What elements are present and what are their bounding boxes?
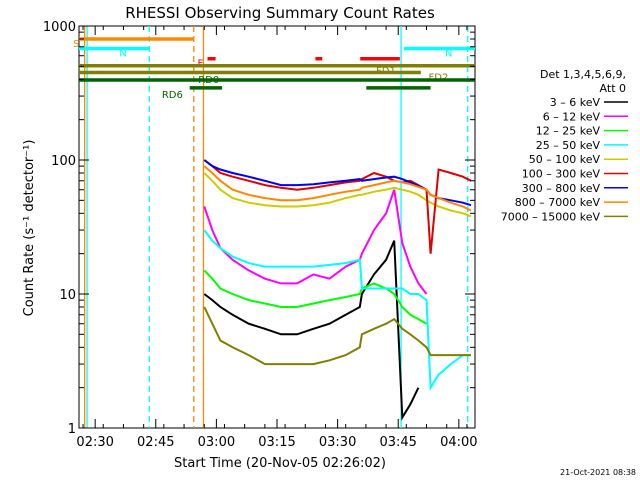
vertical-markers — [84, 26, 469, 428]
legend-label: 7000 – 15000 keV — [501, 210, 601, 223]
flag-label: RD6 — [162, 90, 183, 101]
flag-bars: SNNFFD1FD2RD0RD6 — [73, 37, 475, 101]
legend-label: 12 – 25 keV — [536, 125, 601, 138]
x-axis-ticks: 02:30 02:45 03:00 03:15 03:30 03:45 04:00 — [76, 26, 478, 450]
data-series — [203, 159, 472, 421]
date-stamp: 21-Oct-2021 08:38 — [560, 468, 636, 477]
legend-header-line-2: Att 0 — [600, 82, 626, 95]
y-tick-label: 1000 — [43, 20, 76, 35]
legend-label: 300 – 800 keV — [522, 182, 601, 195]
x-tick-label: 04:00 — [440, 435, 477, 450]
y-axis-ticks: 1 10 100 1000 — [43, 20, 475, 437]
legend-label: 800 – 7000 keV — [515, 196, 601, 209]
y-tick-label: 1 — [68, 422, 76, 437]
series-line — [203, 269, 427, 325]
series-line — [203, 159, 472, 207]
x-tick-label: 02:45 — [137, 435, 174, 450]
x-tick-label: 02:30 — [76, 435, 113, 450]
series-line — [203, 240, 420, 421]
legend-label: 100 – 300 keV — [522, 168, 601, 181]
series-line — [203, 229, 471, 391]
legend-label: 6 – 12 keV — [543, 110, 601, 123]
flag-label: N — [445, 48, 452, 59]
x-tick-label: 03:30 — [319, 435, 356, 450]
chart-title: RHESSI Observing Summary Count Rates — [125, 4, 435, 22]
flag-label: FD2 — [429, 72, 449, 83]
y-tick-label: 10 — [59, 288, 76, 303]
series-line — [203, 172, 472, 218]
legend-label: 50 – 100 keV — [529, 153, 601, 166]
legend-header-line-1: Det 1,3,4,5,6,9, — [540, 68, 626, 81]
y-axis-label: Count Rate (s⁻¹ detector⁻¹) — [22, 140, 37, 317]
x-tick-label: 03:45 — [379, 435, 416, 450]
legend-label: 25 – 50 keV — [536, 139, 601, 152]
x-tick-label: 03:15 — [258, 435, 295, 450]
flag-label: S — [73, 39, 79, 50]
series-line — [203, 165, 472, 212]
series-line — [203, 189, 428, 295]
x-tick-label: 03:00 — [198, 435, 235, 450]
legend-label: 3 – 6 keV — [550, 96, 601, 109]
y-tick-label: 100 — [51, 154, 76, 169]
x-axis-label: Start Time (20-Nov-05 02:26:02) — [174, 456, 386, 471]
flag-label: RD0 — [198, 75, 219, 86]
series-line — [203, 306, 471, 366]
flag-label: N — [119, 48, 126, 59]
series-line — [203, 159, 472, 254]
